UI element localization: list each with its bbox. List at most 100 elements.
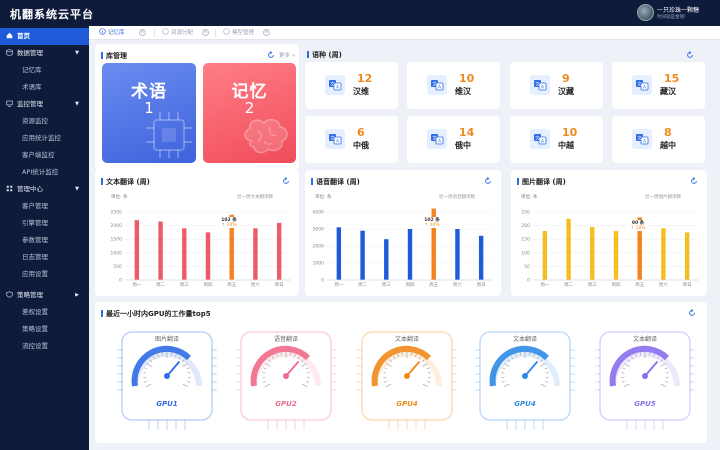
bar[interactable]	[134, 220, 140, 280]
sidebar-item-api-monitor[interactable]: API统计监控	[0, 164, 89, 181]
sidebar-item-resource-monitor[interactable]: 资源监控	[0, 113, 89, 130]
refresh-icon[interactable]	[484, 177, 492, 185]
speech-chart-title: 语音翻译 (周)	[311, 177, 360, 187]
tab-model-management[interactable]: 模型管理	[223, 26, 254, 40]
bar[interactable]	[590, 226, 595, 280]
highlight-pct: ↑ 10%	[221, 223, 237, 228]
avatar[interactable]	[637, 4, 654, 21]
sidebar-item-logs[interactable]: 日志管理	[0, 249, 89, 266]
translate-icon: 文A	[632, 75, 652, 95]
bar[interactable]	[431, 208, 436, 280]
chip-icon	[146, 112, 192, 158]
sidebar-item-policy-settings[interactable]: 策略设置	[0, 321, 89, 338]
memory-library-card[interactable]: 记忆 2	[203, 63, 296, 163]
bar[interactable]	[542, 231, 548, 280]
x-tick-label: 周六	[251, 281, 260, 288]
refresh-icon[interactable]	[690, 177, 698, 185]
sidebar-item-memory[interactable]: 记忆库	[0, 62, 89, 79]
y-tick-label: 150	[521, 237, 530, 243]
sidebar-item-flow-control[interactable]: 流控设置	[0, 338, 89, 355]
sidebar-item-label: 术语库	[22, 83, 42, 91]
bar[interactable]	[253, 228, 258, 280]
y-tick-label: 0	[527, 278, 530, 284]
sidebar-item-label: 流控设置	[22, 342, 48, 350]
bar[interactable]	[566, 218, 571, 280]
close-icon[interactable]: ×	[139, 29, 146, 36]
bar[interactable]	[158, 221, 163, 280]
close-icon[interactable]: ×	[263, 29, 270, 36]
sidebar-item-parameters[interactable]: 参数管理	[0, 232, 89, 249]
language-card[interactable]: 文 A 9 汉藏	[510, 62, 603, 109]
user-name[interactable]: 一只珍珠一颗糖	[657, 7, 700, 14]
sidebar-item-customers[interactable]: 客户管理	[0, 198, 89, 215]
y-tick-label: 1500	[111, 237, 123, 243]
y-tick-label: 100	[521, 250, 530, 256]
gpu-name: GPU4	[396, 400, 418, 408]
bar[interactable]	[455, 229, 460, 280]
sidebar-item-label: 客户管理	[22, 202, 48, 210]
language-card[interactable]: 文 A 15 藏汉	[612, 62, 705, 109]
term-library-card[interactable]: 术语 1	[102, 63, 196, 163]
sidebar-item-client-monitor[interactable]: 客户端监控	[0, 147, 89, 164]
bar[interactable]	[229, 214, 234, 280]
translate-icon: 文A	[632, 129, 652, 149]
bar[interactable]	[384, 239, 389, 280]
sidebar-group-policy[interactable]: 策略管理 ▶	[0, 287, 89, 304]
language-card[interactable]: 文 A 10 维汉	[407, 62, 500, 109]
languages-title: 语种 (周)	[307, 50, 342, 60]
language-card[interactable]: 文 A 14 俄中	[407, 116, 500, 163]
sidebar-group-data[interactable]: 数据管理 ▼	[0, 45, 89, 62]
bar[interactable]	[205, 232, 211, 280]
sidebar-item-label: 策略设置	[22, 325, 48, 333]
language-pair: 藏汉	[660, 87, 676, 96]
y-tick-label: 250	[521, 210, 530, 216]
language-card[interactable]: 文 A 10 中越	[510, 116, 603, 163]
image-translation-chart: 0 50 100 150 200 250 周一 周二 周三 周四 周五 周六 周日	[521, 210, 699, 288]
svg-text:文: 文	[432, 81, 437, 88]
bar[interactable]	[478, 235, 484, 280]
language-card[interactable]: 文 A 6 中俄	[305, 116, 398, 163]
sidebar-group-label: 管理中心	[17, 185, 43, 193]
close-icon[interactable]: ×	[202, 29, 209, 36]
language-card[interactable]: 文 A 8 越中	[612, 116, 705, 163]
bar[interactable]	[613, 231, 619, 280]
bar[interactable]	[637, 217, 642, 280]
sidebar-item-engines[interactable]: 引擎管理	[0, 215, 89, 232]
svg-text:A: A	[438, 85, 442, 91]
refresh-icon[interactable]	[686, 51, 694, 59]
speech-highlight-label: 102 条 ↑ 10%	[422, 217, 442, 228]
x-tick-label: 周二	[564, 282, 573, 288]
bar[interactable]	[360, 230, 365, 280]
language-count: 6	[357, 126, 365, 139]
tab-resource-allocation[interactable]: 资源分配	[162, 26, 193, 40]
x-tick-label: 周三	[180, 282, 189, 288]
svg-text:A: A	[643, 85, 647, 91]
sidebar-item-home[interactable]: 首页	[0, 28, 89, 45]
sidebar-item-app-monitor[interactable]: 应用统计监控	[0, 130, 89, 147]
bar[interactable]	[276, 222, 282, 280]
svg-text:文: 文	[330, 81, 335, 88]
bar[interactable]	[661, 228, 666, 280]
svg-text:文: 文	[535, 81, 540, 88]
refresh-icon[interactable]	[267, 51, 275, 59]
app-title: 机翻系统云平台	[10, 8, 94, 21]
y-tick-label: 2500	[111, 210, 123, 216]
bar[interactable]	[182, 228, 187, 280]
sidebar-group-monitor[interactable]: 监控管理 ▼	[0, 96, 89, 113]
bar[interactable]	[336, 227, 342, 280]
bar[interactable]	[407, 229, 413, 280]
translate-icon: 文A	[530, 129, 550, 149]
sidebar-item-app-settings[interactable]: 应用设置	[0, 266, 89, 283]
refresh-icon[interactable]	[282, 177, 290, 185]
y-tick-label: 200	[521, 223, 530, 229]
tab-memory[interactable]: 记忆库	[99, 26, 125, 40]
language-card[interactable]: 文 A 12 汉维	[305, 62, 398, 109]
svg-text:文: 文	[535, 135, 540, 142]
sidebar-group-management[interactable]: 管理中心 ▼	[0, 181, 89, 198]
sidebar-item-permission-settings[interactable]: 差权设置	[0, 304, 89, 321]
refresh-icon[interactable]	[688, 309, 696, 317]
sidebar-item-terms[interactable]: 术语库	[0, 79, 89, 96]
language-pair: 中越	[558, 141, 574, 150]
more-link[interactable]: 更多 »	[279, 53, 296, 59]
bar[interactable]	[684, 232, 690, 280]
